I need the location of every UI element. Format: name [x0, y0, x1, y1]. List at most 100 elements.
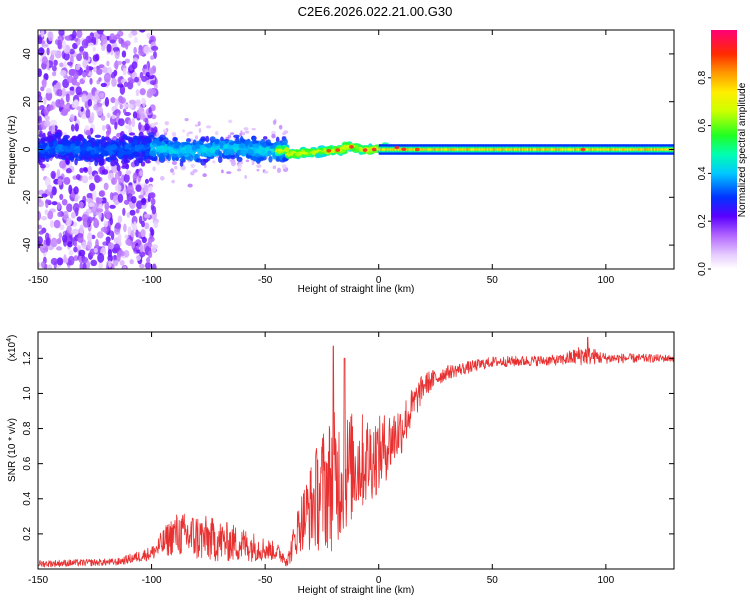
spectrogram-band-core: [456, 148, 459, 151]
spectrogram-cell: [70, 143, 76, 149]
spectrogram-cell: [46, 153, 52, 159]
spectrogram-cell: [65, 93, 70, 103]
spectrogram-band-core: [650, 148, 653, 151]
spectrogram-cell: [283, 130, 289, 134]
spectrogram-band-core: [469, 148, 472, 151]
spectrogram-cell: [76, 216, 83, 222]
spectrogram-band-core: [408, 148, 411, 151]
spectrogram-band-core: [567, 148, 570, 151]
spectrogram-band-core: [590, 148, 593, 151]
x-tick-label: -150: [28, 275, 48, 286]
spectrogram-band-core: [653, 148, 656, 151]
spectrogram-cell: [244, 175, 248, 179]
spectrogram-band-core: [537, 148, 540, 151]
spectrogram-band-core: [555, 148, 558, 151]
spectrogram-band-core: [447, 148, 450, 151]
spectrogram-cell: [119, 97, 126, 104]
spectrogram-cell: [38, 236, 43, 245]
spectrogram-band-core: [528, 148, 531, 151]
spectrogram-cell: [141, 197, 147, 206]
spectrogram-cell: [47, 104, 54, 111]
spectrogram-band-core: [563, 148, 566, 151]
spectrogram-cell: [106, 60, 110, 67]
spectrogram-cell: [53, 84, 57, 94]
spectrogram-cell: [51, 201, 58, 206]
spectrogram-cell: [87, 42, 94, 47]
spectrogram-band-core: [602, 148, 605, 151]
spectrogram-band-core: [607, 148, 610, 151]
spectrogram-peak: [414, 147, 420, 152]
spectrogram-band-core: [596, 148, 599, 151]
spectrogram-cell: [44, 177, 51, 187]
spectrogram-cell: [83, 141, 88, 150]
spectrogram-cell: [117, 150, 124, 159]
spectrogram-cell: [74, 123, 79, 132]
y-tick-label: 0.4: [22, 491, 33, 505]
spectrogram-cell: [79, 145, 85, 151]
spectrogram-cell: [112, 259, 119, 267]
spectrogram-cell: [228, 119, 233, 124]
spectrogram-cell: [50, 119, 58, 127]
spectrogram-cell: [272, 120, 277, 125]
spectrogram-band-core: [467, 148, 470, 151]
spectrogram-cell: [138, 215, 143, 224]
spectrogram-cell: [276, 167, 282, 173]
spectrogram-cell: [38, 133, 43, 138]
spectrogram-cell: [39, 130, 43, 135]
spectrogram-cell: [100, 115, 106, 121]
spectrogram-cell: [118, 118, 125, 127]
spectrogram-cell: [277, 148, 283, 152]
spectrogram-cell: [149, 227, 154, 233]
spectrogram-band-core: [485, 148, 488, 151]
colorbar-ticks: 0.0 0.2 0.4 0.6 0.8: [697, 70, 711, 276]
spectrogram-cell: [272, 165, 277, 170]
spectrogram-cell: [163, 128, 168, 133]
spectrogram-cell: [244, 139, 250, 147]
spectrogram-band-core: [561, 148, 564, 151]
spectrogram-cell: [185, 145, 191, 154]
spectrogram-band-core: [399, 148, 402, 151]
spectrogram-band-core: [539, 148, 542, 151]
spectrogram-band-core: [505, 148, 508, 151]
spectrogram-cell: [148, 150, 156, 157]
spectrogram-panel: -150 -100 -50 0 50 100 -40 -20 0 20 40 Height of …: [7, 29, 675, 295]
spectrogram-cell: [194, 144, 201, 149]
spectrogram-cell: [53, 219, 61, 229]
spectrogram-cell: [129, 209, 136, 216]
spectrogram-band-core: [571, 148, 574, 151]
spectrogram-cell: [140, 161, 146, 167]
spectrogram-cell: [100, 34, 108, 45]
spectrogram-cell: [96, 231, 104, 239]
spectrogram-band-core: [663, 148, 666, 151]
spectrogram-band-core: [655, 148, 658, 151]
spectrogram-x-label: Height of straight line (km): [298, 284, 415, 295]
spectrogram-cell: [50, 257, 58, 266]
spectrogram-cell: [143, 155, 149, 160]
spectrogram-cell: [82, 51, 87, 60]
spectrogram-band-core: [455, 148, 458, 151]
spectrogram-cell: [95, 208, 103, 213]
spectrogram-band-core: [523, 148, 526, 151]
spectrogram-band-core: [442, 148, 445, 151]
spectrogram-band-core: [617, 148, 620, 151]
spectrogram-cell: [81, 241, 87, 250]
spectrogram-cell: [114, 171, 120, 180]
spectrogram-cell: [92, 66, 97, 73]
spectrogram-band-core: [385, 148, 388, 151]
spectrogram-band-core: [501, 148, 504, 151]
spectrogram-cell: [123, 159, 131, 164]
spectrogram-cell: [73, 37, 79, 42]
spectrogram-cell: [278, 124, 283, 130]
spectrogram-cell: [68, 184, 73, 195]
spectrogram-cell: [101, 125, 106, 131]
spectrogram-band-core: [478, 148, 481, 151]
spectrogram-cell: [69, 48, 75, 55]
spectrogram-cell: [181, 155, 186, 161]
spectrogram-cell: [187, 183, 193, 188]
spectrogram-cell: [119, 104, 123, 110]
spectrogram-band-core: [464, 148, 467, 151]
spectrogram-cell: [103, 182, 109, 191]
spectrogram-cell: [243, 127, 249, 131]
spectrogram-cell: [107, 125, 112, 135]
spectrogram-cell: [101, 150, 108, 157]
